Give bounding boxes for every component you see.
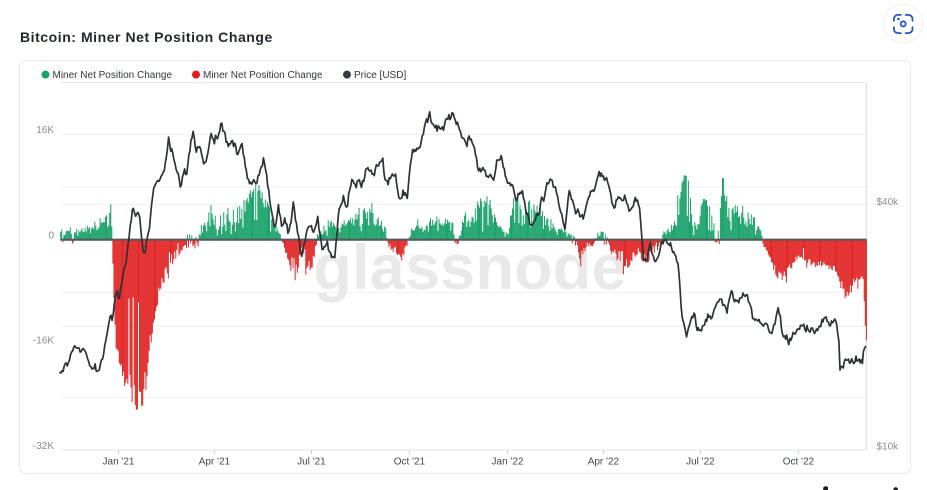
svg-text:Miner Net Position Change: Miner Net Position Change xyxy=(203,70,323,81)
svg-text:Miner Net Position Change: Miner Net Position Change xyxy=(53,70,173,81)
svg-text:Oct '21: Oct '21 xyxy=(394,457,426,468)
svg-text:$40k: $40k xyxy=(877,197,900,208)
svg-text:$10k: $10k xyxy=(877,441,900,452)
svg-text:-16K: -16K xyxy=(33,336,54,347)
svg-text:-32K: -32K xyxy=(33,441,54,452)
svg-text:Jul '22: Jul '22 xyxy=(686,457,715,468)
svg-text:Jan '22: Jan '22 xyxy=(492,457,524,468)
svg-text:Jan '21: Jan '21 xyxy=(103,457,135,468)
svg-text:0: 0 xyxy=(48,231,54,242)
svg-text:Apr '22: Apr '22 xyxy=(588,457,620,468)
svg-text:16K: 16K xyxy=(36,125,54,136)
svg-text:Bitcoin: Miner Net Position Ch: Bitcoin: Miner Net Position Change xyxy=(20,29,273,45)
svg-text:Price [USD]: Price [USD] xyxy=(354,70,406,81)
svg-text:Jul '21: Jul '21 xyxy=(297,457,326,468)
svg-text:glassnode: glassnode xyxy=(313,233,626,303)
svg-text:Apr '21: Apr '21 xyxy=(199,457,231,468)
svg-text:Oct '22: Oct '22 xyxy=(783,457,815,468)
